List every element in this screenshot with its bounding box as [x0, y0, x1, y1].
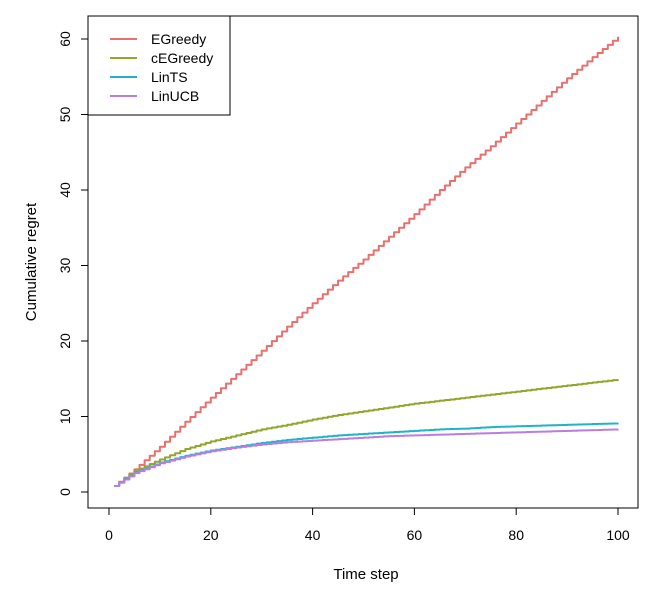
legend-label: LinUCB	[151, 88, 199, 104]
x-tick-label: 40	[305, 527, 321, 543]
y-axis-title: Cumulative regret	[23, 202, 40, 321]
y-tick-label: 10	[57, 409, 73, 425]
y-tick-label: 20	[57, 333, 73, 349]
x-tick-label: 20	[203, 527, 219, 543]
x-axis-title: Time step	[333, 566, 398, 583]
legend-box	[87, 15, 231, 116]
x-tick-label: 80	[508, 527, 524, 543]
legend: EGreedy cEGreedy LinTS LinUCB	[87, 15, 231, 116]
x-tick-label: 0	[105, 527, 113, 543]
y-tick-label: 30	[57, 258, 73, 274]
series-line-lints	[114, 422, 619, 487]
x-tick-label: 60	[407, 527, 423, 543]
y-tick-label: 40	[57, 182, 73, 198]
legend-label: EGreedy	[151, 31, 206, 47]
y-tick-label: 50	[57, 107, 73, 123]
y-tick-label: 60	[57, 31, 73, 47]
legend-label: LinTS	[151, 69, 188, 85]
series-line-linucb	[114, 428, 619, 487]
y-axis: 0 10 20 30 40 50 60	[57, 31, 89, 496]
series-line-cegreedy	[114, 379, 619, 487]
x-tick-label: 100	[606, 527, 630, 543]
legend-label: cEGreedy	[151, 50, 213, 66]
series-layer	[114, 36, 619, 487]
x-axis: 0 20 40 60 80 100	[105, 507, 630, 543]
y-tick-label: 0	[57, 488, 73, 496]
series-line-egreedy	[114, 36, 619, 487]
